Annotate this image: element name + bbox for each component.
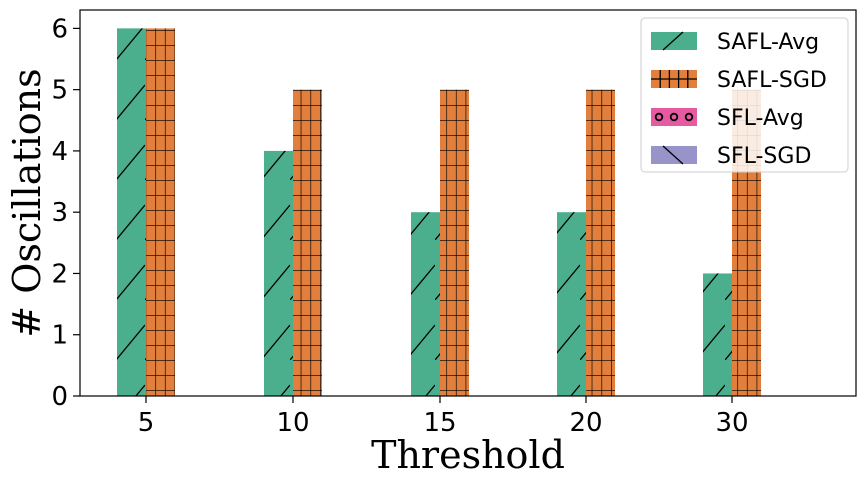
legend-entry-sfl-avg: SFL-Avg bbox=[651, 106, 804, 131]
legend: SAFL-Avg SAFL-SGD SFL-Avg SFL-SGD bbox=[640, 17, 849, 173]
y-tick-label: 3 bbox=[51, 198, 68, 228]
bar-safl-sgd-20 bbox=[586, 89, 615, 397]
y-tick-label: 6 bbox=[51, 14, 68, 44]
y-tick-label: 1 bbox=[51, 321, 68, 351]
y-tick-label: 0 bbox=[51, 382, 68, 412]
bar-safl-avg-30 bbox=[703, 273, 732, 396]
bar-safl-avg-20 bbox=[557, 212, 586, 396]
y-tick-label: 4 bbox=[51, 137, 68, 167]
bar-safl-sgd-10 bbox=[293, 89, 322, 397]
x-tick-label: 30 bbox=[715, 408, 748, 438]
y-axis-label: # Oscillations bbox=[5, 68, 49, 337]
legend-entry-sfl-sgd: SFL-SGD bbox=[651, 144, 811, 169]
x-tick-label: 10 bbox=[276, 408, 309, 438]
y-tick-label: 5 bbox=[51, 76, 68, 106]
legend-label: SAFL-SGD bbox=[717, 68, 827, 93]
legend-label: SFL-SGD bbox=[717, 144, 811, 169]
y-tick-label: 2 bbox=[51, 259, 68, 289]
legend-entry-safl-avg: SAFL-Avg bbox=[651, 30, 819, 55]
x-tick-label: 5 bbox=[138, 408, 155, 438]
x-axis: 5 10 15 20 30 bbox=[138, 396, 749, 438]
bar-safl-avg-10 bbox=[264, 150, 293, 396]
x-tick-label: 15 bbox=[423, 408, 456, 438]
plot-frame bbox=[79, 9, 857, 397]
bars-layer bbox=[117, 28, 761, 397]
x-axis-label: Threshold bbox=[371, 433, 565, 477]
legend-label: SFL-Avg bbox=[717, 106, 804, 131]
bar-safl-sgd-5 bbox=[146, 28, 175, 397]
legend-label: SAFL-Avg bbox=[717, 30, 819, 55]
legend-box bbox=[640, 17, 849, 173]
bar-safl-sgd-15 bbox=[440, 89, 469, 397]
legend-entry-safl-sgd: SAFL-SGD bbox=[651, 68, 827, 93]
y-axis: 0 1 2 3 4 5 6 bbox=[51, 14, 80, 412]
bar-safl-avg-15 bbox=[411, 212, 440, 396]
bar-safl-avg-5 bbox=[117, 28, 146, 397]
x-tick-label: 20 bbox=[569, 408, 602, 438]
